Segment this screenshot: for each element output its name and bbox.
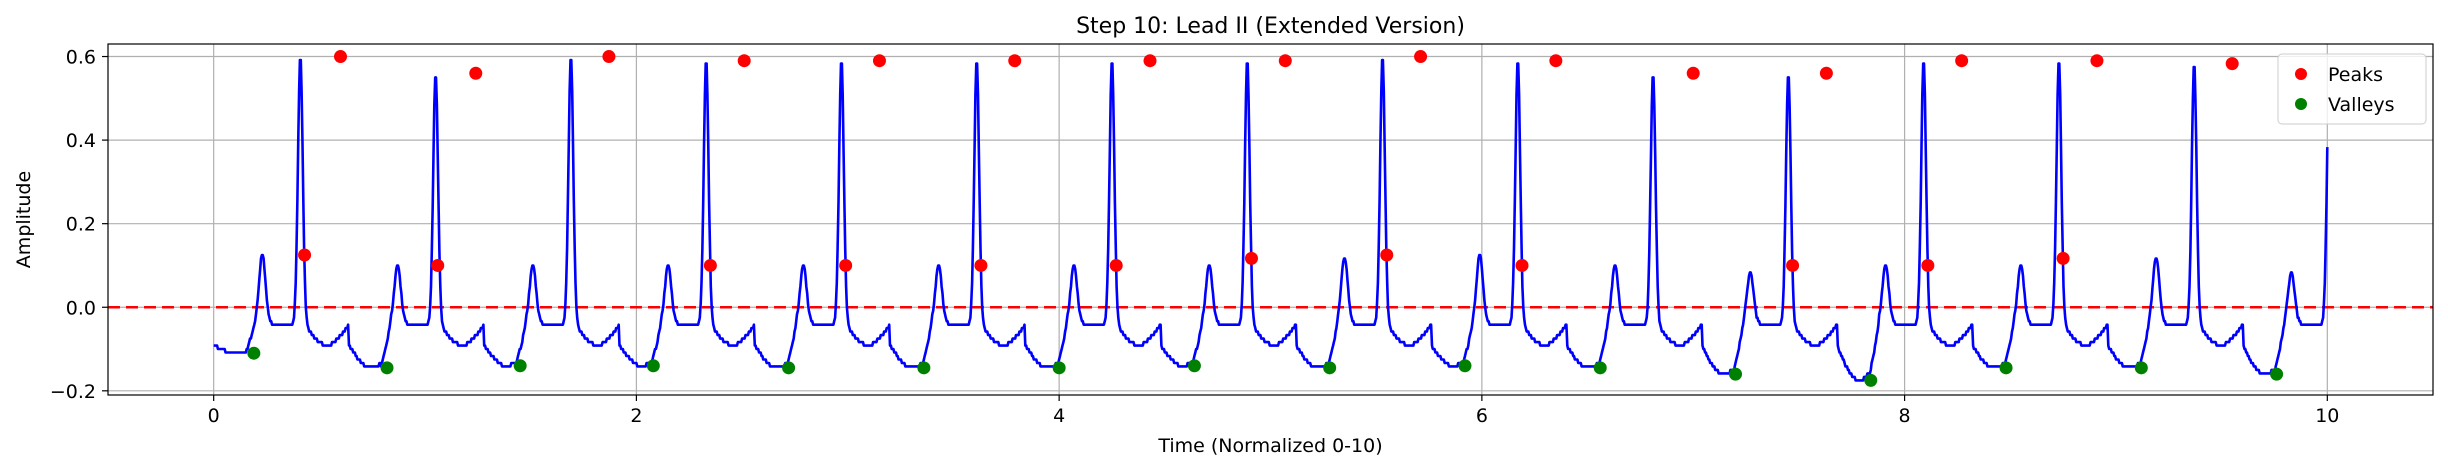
valley-marker (247, 346, 261, 360)
valley-marker (1999, 361, 2013, 375)
peak-marker (1414, 50, 1428, 64)
y-tick-label: 0.2 (66, 214, 96, 236)
peak-marker (1686, 66, 1700, 80)
valley-marker (2134, 361, 2148, 375)
peak-marker (1819, 66, 1833, 80)
valley-marker (917, 361, 931, 375)
peak-marker (839, 258, 853, 272)
peak-marker (431, 258, 445, 272)
peak-marker (1380, 248, 1394, 262)
x-tick-label: 8 (1899, 405, 1911, 427)
x-tick-label: 4 (1053, 405, 1065, 427)
legend-valleys-marker (2295, 98, 2307, 110)
peak-marker (974, 258, 988, 272)
peak-marker (703, 258, 717, 272)
peak-marker (1008, 54, 1022, 68)
peak-marker (469, 66, 483, 80)
valley-marker (380, 361, 394, 375)
x-axis-label: Time (Normalized 0-10) (1157, 435, 1382, 457)
peak-marker (1955, 54, 1969, 68)
valley-marker (1864, 373, 1878, 387)
marker-layer (247, 50, 2284, 387)
peak-marker (334, 50, 347, 64)
peak-marker (1244, 251, 1258, 265)
ecg-signal-line (213, 58, 2329, 382)
x-tick-label: 6 (1476, 405, 1488, 427)
legend-valleys-label: Valleys (2328, 94, 2395, 116)
peak-marker (872, 54, 886, 68)
plot-frame (107, 43, 2434, 396)
valley-marker (782, 361, 796, 375)
valley-marker (1187, 359, 1201, 373)
legend-box (2277, 53, 2427, 125)
y-tick-label: 0.4 (66, 130, 96, 152)
legend: Peaks Valleys (2277, 53, 2427, 125)
peak-marker (2090, 54, 2104, 68)
valley-marker (1052, 361, 1066, 375)
valley-marker (1458, 359, 1472, 373)
valley-marker (1729, 367, 1742, 381)
peak-marker (1515, 258, 1529, 272)
peak-marker (2225, 57, 2239, 71)
x-tick-label: 2 (630, 405, 642, 427)
axis-ticks: 0 2 4 6 8 10 −0.2 0.0 0.2 0.4 0.6 (50, 47, 2340, 427)
peak-marker (1786, 258, 1800, 272)
y-tick-label: −0.2 (50, 381, 96, 403)
y-axis-label: Amplitude (13, 171, 35, 268)
peak-marker (1143, 54, 1157, 68)
legend-peaks-label: Peaks (2328, 64, 2383, 86)
x-tick-label: 0 (208, 405, 220, 427)
peak-marker (1109, 258, 1123, 272)
valley-marker (1593, 361, 1607, 375)
y-tick-label: 0.0 (66, 297, 96, 319)
legend-peaks-marker (2295, 68, 2307, 80)
x-tick-label: 10 (2315, 405, 2339, 427)
peak-marker (2056, 251, 2070, 265)
chart-title: Step 10: Lead II (Extended Version) (1076, 14, 1465, 39)
peak-marker (1549, 54, 1563, 68)
valley-marker (1323, 361, 1337, 375)
y-tick-label: 0.6 (66, 47, 96, 69)
valley-marker (2270, 367, 2284, 381)
peak-marker (602, 50, 616, 64)
peak-marker (737, 54, 751, 68)
valley-marker (513, 359, 527, 373)
signal-layer (213, 58, 2329, 382)
peak-marker (298, 248, 312, 262)
peak-marker (1921, 258, 1935, 272)
valley-marker (646, 359, 660, 373)
peak-marker (1278, 54, 1292, 68)
